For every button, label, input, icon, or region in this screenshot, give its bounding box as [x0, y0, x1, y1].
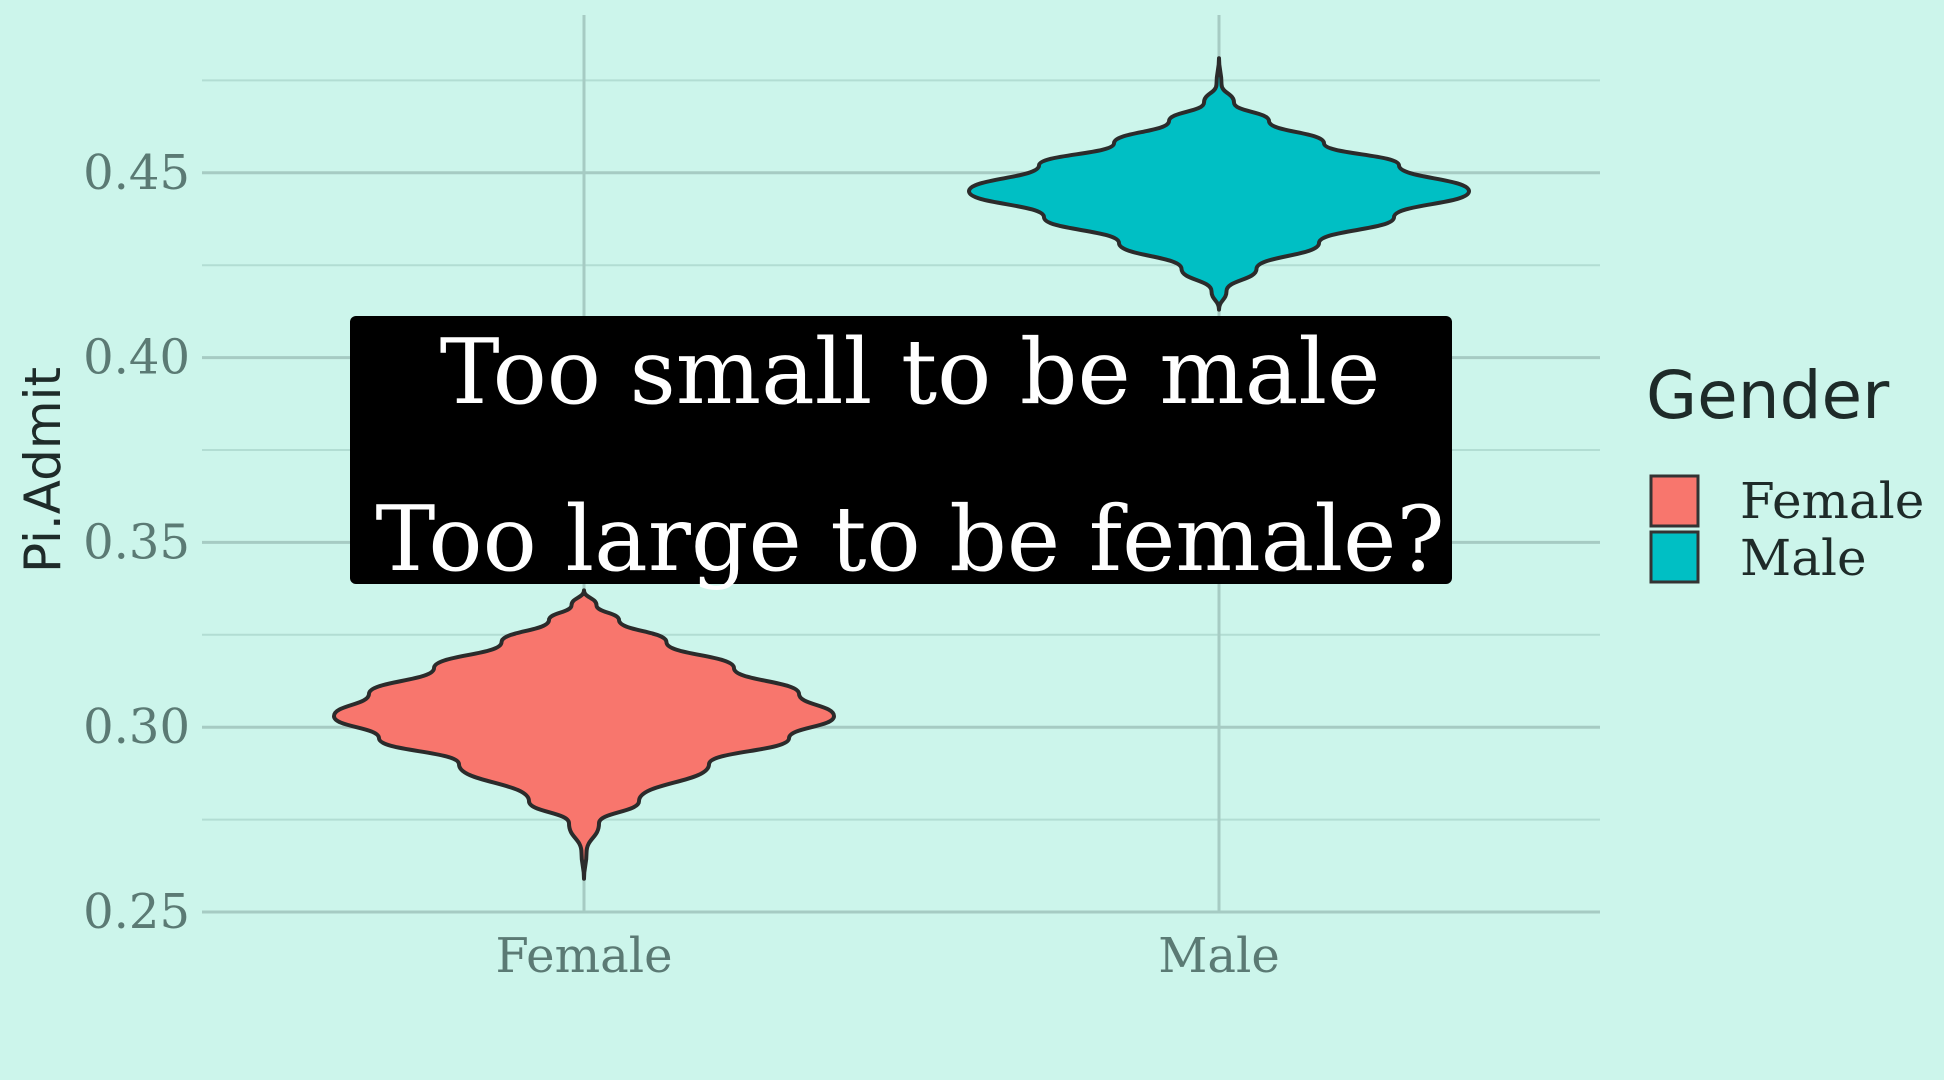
y-tick-label: 0.35 [83, 514, 190, 570]
y-tick-label: 0.25 [83, 884, 190, 940]
annotation-line-1: Too small to be male [440, 320, 1381, 425]
y-axis-ticks: 0.25 0.30 0.35 0.40 0.45 [83, 145, 190, 940]
legend-key-female [1649, 474, 1700, 528]
annotation-background [350, 316, 1452, 584]
legend-key-male [1649, 530, 1700, 584]
x-tick-label: Female [496, 928, 673, 984]
legend: Gender Female Male [1646, 357, 1924, 587]
x-axis-ticks: Female Male [496, 928, 1280, 984]
legend-title: Gender [1646, 357, 1890, 434]
y-tick-label: 0.45 [83, 145, 190, 201]
violins [332, 56, 1471, 881]
y-tick-label: 0.40 [83, 330, 190, 386]
x-tick-label: Male [1158, 928, 1280, 984]
annotation-box: Too small to be male Too large to be fem… [350, 316, 1452, 592]
y-tick-label: 0.30 [83, 699, 190, 755]
legend-label-female: Female [1740, 472, 1924, 530]
y-axis-title: Pi.Admit [14, 367, 72, 573]
violin-male [967, 56, 1471, 312]
violin-female [332, 588, 836, 881]
annotation-line-2: Too large to be female? [375, 487, 1444, 592]
legend-label-male: Male [1740, 529, 1867, 587]
